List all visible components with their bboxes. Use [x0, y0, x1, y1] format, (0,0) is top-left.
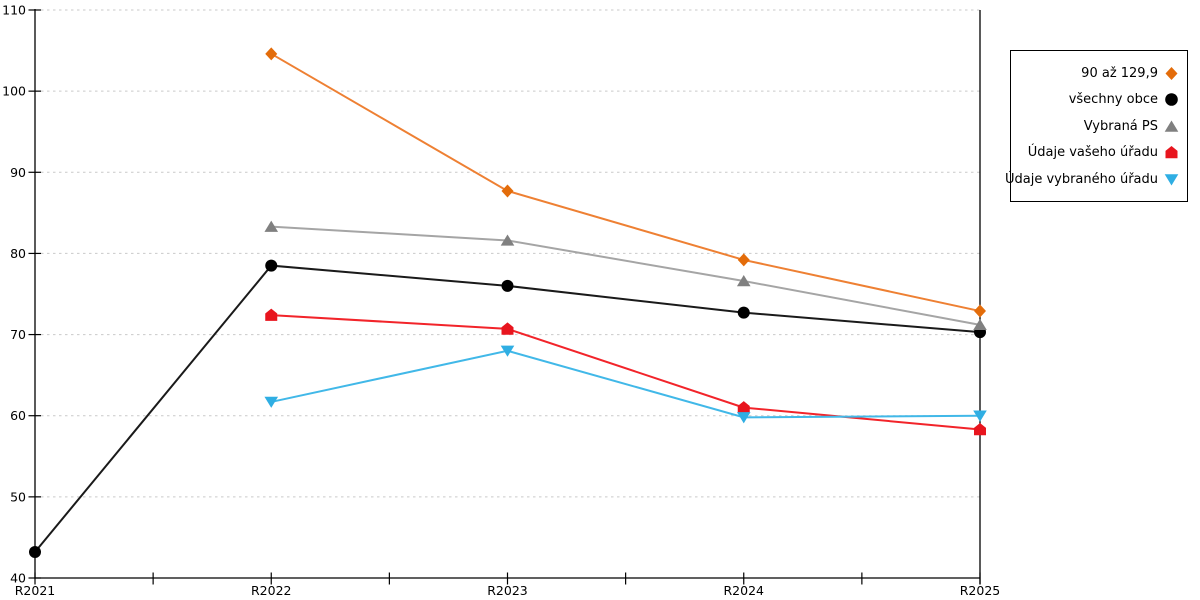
circle-marker	[737, 306, 750, 319]
circle-icon	[1163, 92, 1180, 107]
series-line	[34, 264, 981, 553]
series-diamond	[265, 47, 986, 318]
series-triangle-up	[264, 220, 987, 331]
triangle-up-marker	[973, 318, 987, 331]
diamond-marker	[265, 47, 278, 61]
y-tick-label: 50	[10, 489, 26, 504]
triangle-up-marker	[264, 220, 279, 232]
y-tick-label: 100	[2, 84, 26, 99]
series-line	[271, 314, 981, 431]
circle-marker	[29, 546, 41, 559]
legend-item: Vybraná PS	[1084, 119, 1180, 134]
series-line	[271, 225, 981, 326]
pentagon-marker	[974, 423, 986, 436]
triangle-down-icon	[1163, 172, 1180, 187]
pentagon-icon	[1163, 145, 1180, 160]
legend-label: Údaje vašeho úřadu	[1027, 145, 1158, 160]
triangle-down-marker	[973, 410, 987, 422]
legend-label: Vybraná PS	[1083, 118, 1158, 134]
y-tick-label: 60	[10, 408, 26, 423]
legend: 90 až 129,9 všechny obce Vybraná PS Údaj…	[1005, 50, 1188, 202]
legend-label: všechny obce	[1068, 92, 1158, 107]
y-tick-label: 70	[10, 327, 26, 342]
diamond-marker	[737, 253, 750, 267]
series-line	[271, 349, 981, 419]
triangle-up-marker	[500, 234, 515, 246]
triangle-down-marker	[736, 412, 751, 424]
diamond-marker	[501, 184, 514, 198]
circle-marker	[265, 259, 278, 272]
pentagon-marker	[501, 322, 514, 335]
triangle-up-marker	[736, 275, 751, 287]
y-tick-label: 80	[10, 246, 26, 261]
legend-item: Údaje vybraného úřadu	[1005, 172, 1180, 187]
legend-item: všechny obce	[1069, 92, 1180, 107]
legend-item: 90 až 129,9	[1081, 66, 1180, 81]
series-circle	[29, 259, 986, 559]
series-line	[270, 52, 981, 313]
legend-item: Údaje vašeho úřadu	[1028, 145, 1180, 160]
legend-label: Údaje vybraného úřadu	[1004, 171, 1158, 187]
y-tick-label: 90	[10, 165, 26, 180]
circle-marker	[501, 279, 514, 292]
y-tick-label: 40	[10, 571, 26, 586]
diamond-marker	[974, 304, 986, 318]
pentagon-marker	[265, 308, 278, 321]
x-tick-label: R2021	[15, 583, 56, 598]
x-tick-label: R2025	[960, 583, 1001, 598]
diamond-icon	[1163, 66, 1180, 81]
x-tick-label: R2023	[487, 583, 528, 598]
series-triangle-down	[264, 345, 987, 424]
x-tick-label: R2022	[251, 583, 292, 598]
triangle-down-marker	[500, 345, 515, 357]
x-tick-label: R2024	[724, 583, 765, 598]
pentagon-marker	[737, 401, 750, 414]
triangle-up-icon	[1163, 119, 1180, 134]
triangle-down-marker	[264, 396, 279, 408]
y-tick-label: 110	[2, 3, 26, 18]
legend-label: 90 až 129,9	[1081, 65, 1158, 81]
series-pentagon	[265, 308, 986, 436]
